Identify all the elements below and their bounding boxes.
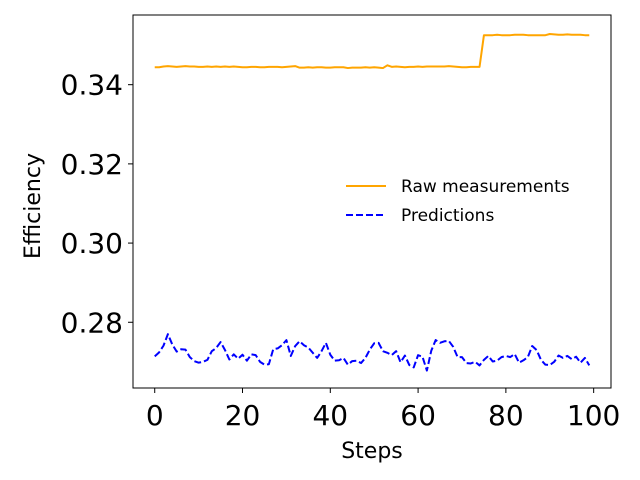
y-tick-label: 0.30 — [61, 227, 123, 260]
legend-label-predictions: Predictions — [401, 206, 494, 226]
x-tick-label: 100 — [567, 399, 620, 432]
y-tick-label: 0.28 — [61, 306, 123, 339]
series-layer — [154, 33, 591, 372]
x-tick-label: 20 — [225, 399, 261, 432]
y-axis-label: Efficiency — [21, 153, 46, 259]
y-axis: 0.28 0.30 0.32 0.34 — [61, 69, 133, 339]
legend: Raw measurements Predictions — [346, 177, 570, 226]
x-axis: 0 20 40 60 80 100 — [146, 388, 620, 432]
y-tick-label: 0.32 — [61, 148, 123, 181]
series-line-raw-measurements — [154, 33, 590, 70]
plot-frame — [132, 14, 612, 389]
x-axis-label: Steps — [341, 439, 403, 464]
x-tick-label: 80 — [488, 399, 524, 432]
x-tick-label: 0 — [146, 399, 164, 432]
plot-area-background — [133, 15, 611, 388]
series-line-predictions — [154, 333, 591, 372]
x-tick-label: 40 — [312, 399, 348, 432]
y-tick-label: 0.34 — [61, 69, 123, 102]
x-tick-label: 60 — [400, 399, 436, 432]
legend-label-raw-measurements: Raw measurements — [401, 177, 570, 197]
